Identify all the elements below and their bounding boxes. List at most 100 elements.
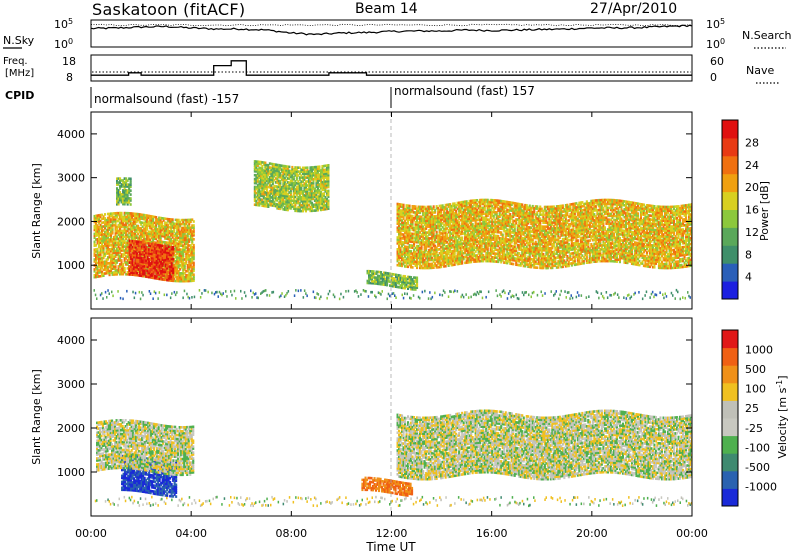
heatmap-cell [325,201,328,205]
heatmap-cell [471,205,474,208]
heatmap-cell [157,257,160,261]
heatmap-cell [322,168,325,172]
heatmap-cell [423,266,426,270]
heatmap-cell [270,192,273,195]
heatmap-cell [258,180,261,183]
heatmap-cell [149,242,152,246]
heatmap-cell [476,214,479,218]
heatmap-cell [154,263,157,266]
heatmap-cell [192,220,195,223]
heatmap-cell [131,255,134,259]
heatmap-cell [301,205,304,209]
heatmap-cell [147,220,150,224]
heatmap-cell [294,203,297,207]
heatmap-cell [126,249,129,252]
heatmap-cell [486,248,489,251]
heatmap-cell [294,207,297,211]
heatmap-cell [120,179,123,182]
heatmap-cell [458,262,461,266]
heatmap-cell [180,218,183,222]
heatmap-cell [419,237,422,240]
heatmap-cell [473,209,476,212]
heatmap-cell [189,273,192,277]
heatmap-cell [189,263,192,267]
heatmap-cell [159,226,162,230]
heatmap-cell [452,240,455,243]
heatmap-cell [117,181,120,184]
heatmap-cell [482,226,485,229]
heatmap-cell [286,194,289,198]
heatmap-cell [179,220,182,224]
heatmap-cell [292,189,295,193]
heatmap-cell [447,217,450,220]
heatmap-cell [129,181,132,185]
heatmap-cell [123,251,126,254]
heatmap-cell [161,232,164,236]
heatmap-cell [138,226,141,230]
heatmap-cell [133,271,136,275]
heatmap-cell [447,221,450,224]
heatmap-cell [467,237,470,240]
heatmap-cell [480,212,483,216]
heatmap-cell [303,182,306,185]
heatmap-cell [483,212,486,216]
heatmap-cell [422,207,425,211]
heatmap-cell [261,167,264,170]
heatmap-cell [446,241,449,244]
heatmap-cell [180,274,183,277]
heatmap-cell [474,203,477,206]
heatmap-cell [261,188,264,192]
heatmap-cell [98,225,101,229]
heatmap-cell [456,219,459,223]
heatmap-cell [276,207,279,210]
heatmap-cell [149,234,152,238]
heatmap-cell [271,162,274,166]
heatmap-cell [99,247,102,250]
heatmap-cell [268,186,271,189]
heatmap-cell [420,223,423,226]
heatmap-cell [253,195,256,199]
heatmap-cell [458,227,461,230]
heatmap-cell [452,220,455,223]
heatmap-cell [455,243,458,246]
heatmap-cell [114,273,117,276]
heatmap-cell [318,165,321,168]
heatmap-cell [437,236,440,239]
heatmap-cell [477,230,480,233]
heatmap-cell [102,264,105,268]
heatmap-cell [303,190,306,193]
heatmap-cell [474,256,477,259]
heatmap-cell [414,211,417,214]
heatmap-cell [417,250,420,254]
heatmap-cell [255,176,258,179]
heatmap-cell [158,244,161,247]
heatmap-cell [137,228,140,232]
heatmap-cell [268,195,271,199]
heatmap-cell [423,223,426,226]
cpid-segment-2: normalsound (fast) 157 [394,84,535,98]
heatmap-cell [144,231,147,235]
heatmap-cell [404,227,407,231]
sky-noise-panel: N.Sky 105 100 105 100 N.Search [3,17,792,51]
heatmap-cell [152,249,155,252]
heatmap-cell [144,241,147,245]
heatmap-cell [147,230,150,233]
heatmap-cell [479,204,482,208]
heatmap-cell [255,160,258,163]
heatmap-cell [480,259,483,263]
heatmap-cell [182,268,185,271]
heatmap-cell [149,238,152,242]
heatmap-cell [488,228,491,231]
heatmap-cell [167,279,170,282]
heatmap-cell [169,275,172,278]
heatmap-cell [279,199,282,203]
heatmap-cell [166,261,169,264]
heatmap-cell [292,191,295,195]
heatmap-cell [471,244,474,248]
heatmap-cell [462,218,465,221]
heatmap-cell [446,215,449,218]
heatmap-cell [429,215,432,218]
heatmap-cell [256,201,259,205]
heatmap-cell [303,168,306,172]
heatmap-cell [315,175,318,179]
